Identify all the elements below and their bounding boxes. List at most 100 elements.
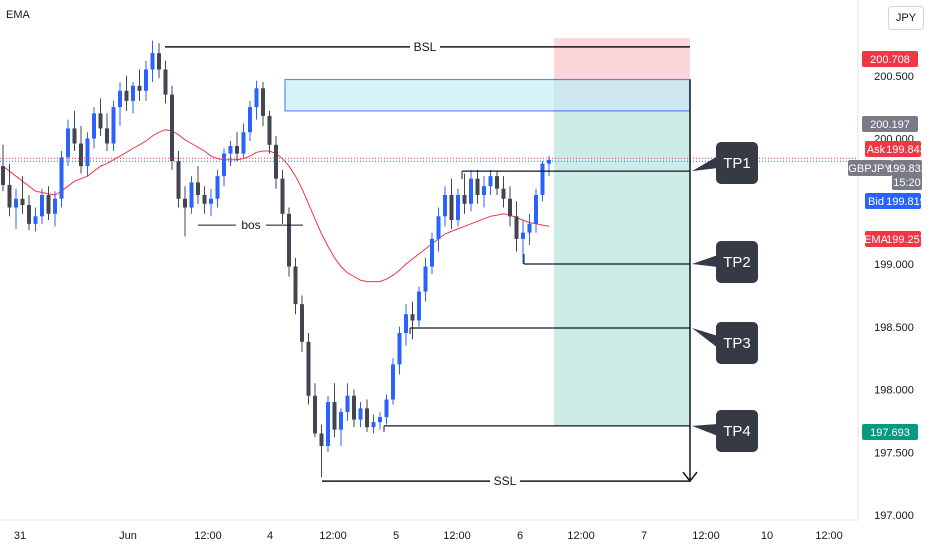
candle (475, 169, 480, 204)
candle (319, 424, 324, 478)
candle-body (157, 53, 161, 70)
candle-body (46, 194, 51, 214)
tp1-callout[interactable]: TP1 (692, 142, 758, 184)
bar-countdown: 15:20 (893, 177, 921, 189)
candle (391, 358, 395, 405)
candle-body (202, 194, 207, 204)
tp2-callout[interactable]: TP2 (692, 241, 758, 283)
price-tick: 198.500 (874, 322, 914, 334)
candle (469, 169, 473, 212)
candle (1, 144, 5, 192)
candle (111, 100, 116, 152)
candle-body (326, 402, 330, 446)
tp4-price-tag[interactable]: 197.693 (862, 424, 918, 440)
tp4-price-tag-text: 197.693 (870, 427, 910, 439)
candle-body (293, 266, 298, 305)
candle (7, 163, 12, 217)
tp4-callout[interactable]: TP4 (692, 410, 758, 452)
candle-body (248, 107, 252, 133)
candle (443, 186, 447, 227)
candle (287, 207, 291, 277)
candle (92, 107, 96, 149)
candle-body (254, 88, 259, 108)
tp3-label: TP3 (723, 335, 751, 352)
candle-body (508, 198, 512, 217)
box-top-price-tag-text: 200.197 (870, 119, 910, 131)
stop-price-tag[interactable]: 200.708 (862, 51, 918, 67)
time-tick: 7 (641, 530, 647, 542)
candle (14, 188, 18, 229)
candle (540, 161, 545, 202)
candle (98, 98, 103, 136)
candle-body (430, 238, 434, 267)
candle-body (20, 198, 25, 206)
candle-body (111, 107, 116, 144)
candle-body (410, 314, 415, 321)
bid-value: 199.819 (886, 196, 926, 208)
callout-pointer (692, 328, 718, 348)
candle (261, 82, 265, 126)
candle (280, 169, 285, 224)
candle (40, 188, 44, 224)
candle-body (40, 194, 44, 217)
candle-body (98, 113, 103, 129)
candle-body (534, 194, 538, 224)
candle-body (306, 341, 311, 396)
symbol-bg (848, 160, 892, 176)
candle (371, 414, 376, 434)
candle (118, 82, 122, 126)
target-arrow-head (682, 471, 698, 483)
candle-body (59, 157, 64, 199)
candle (352, 389, 356, 428)
candle (202, 186, 207, 214)
candle (300, 295, 304, 352)
candle-body (222, 153, 226, 177)
candle (124, 75, 129, 111)
candle (59, 151, 64, 208)
candle (85, 132, 90, 177)
candle-body (261, 88, 265, 116)
candle-body (215, 176, 220, 199)
price-tick: 197.500 (874, 447, 914, 459)
candle (404, 304, 408, 346)
candle-body (488, 176, 493, 187)
candle-body (436, 216, 441, 239)
candle (150, 40, 155, 83)
currency-button[interactable]: JPY (888, 6, 924, 30)
candle-body (274, 144, 278, 179)
candle-body (345, 395, 350, 413)
plot-area[interactable]: BSL SSL bos TP1 TP2 TP3 TP4 (0, 38, 858, 488)
symbol-label: GBPJPY (848, 163, 892, 175)
candle-body (14, 198, 18, 208)
ask-tag[interactable]: Ask 199.843 (865, 141, 926, 157)
bid-tag[interactable]: Bid 199.819 (865, 193, 926, 209)
candle-body (92, 113, 96, 139)
indicator-legend[interactable]: EMA (6, 9, 30, 21)
candle (267, 110, 272, 154)
candle-body (170, 94, 174, 162)
tp3-callout[interactable]: TP3 (692, 322, 758, 364)
candle-body (33, 216, 38, 224)
supply-box[interactable] (284, 78, 691, 112)
time-tick: 6 (517, 530, 523, 542)
candle-body (1, 166, 5, 185)
ask-label: Ask (867, 144, 886, 156)
candle-body (287, 213, 291, 267)
candle (417, 286, 421, 327)
candle-body (443, 194, 447, 217)
candle (241, 123, 246, 159)
candle-body (300, 304, 304, 342)
callout-box (716, 410, 758, 452)
candle-body (280, 178, 285, 214)
candle (462, 173, 467, 214)
box-top-price-tag[interactable]: 200.197 (862, 116, 918, 132)
candle (105, 113, 109, 152)
price-tick: 197.000 (874, 510, 914, 522)
candle (306, 333, 311, 405)
candle (20, 176, 25, 214)
candle-body (482, 186, 486, 195)
candle-body (378, 417, 382, 423)
